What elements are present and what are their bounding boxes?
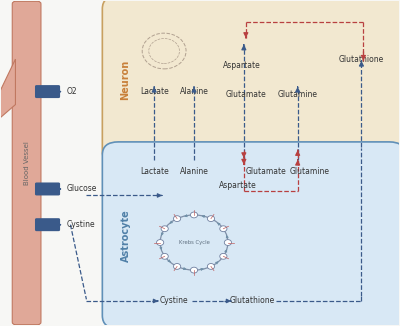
Text: Glutamate: Glutamate bbox=[245, 167, 286, 176]
Circle shape bbox=[190, 212, 198, 218]
Text: Aspartate: Aspartate bbox=[223, 61, 261, 70]
Text: Glucose: Glucose bbox=[67, 185, 97, 193]
Text: Glutathione: Glutathione bbox=[339, 55, 384, 64]
Text: Neuron: Neuron bbox=[120, 60, 130, 100]
Polygon shape bbox=[0, 59, 16, 121]
Text: Cystine: Cystine bbox=[67, 220, 96, 229]
Text: Alanine: Alanine bbox=[180, 167, 208, 176]
Text: Aspartate: Aspartate bbox=[219, 181, 257, 190]
Circle shape bbox=[161, 253, 168, 259]
Text: Glutathione: Glutathione bbox=[229, 296, 274, 305]
Circle shape bbox=[220, 226, 227, 232]
Circle shape bbox=[207, 263, 214, 269]
FancyBboxPatch shape bbox=[35, 183, 60, 196]
Text: Glutamate: Glutamate bbox=[226, 90, 266, 99]
Text: Glutamine: Glutamine bbox=[278, 90, 318, 99]
Text: Krebs Cycle: Krebs Cycle bbox=[178, 240, 210, 245]
Circle shape bbox=[220, 253, 227, 259]
FancyBboxPatch shape bbox=[35, 85, 60, 98]
Text: Blood Vessel: Blood Vessel bbox=[24, 141, 30, 185]
Circle shape bbox=[207, 216, 214, 222]
Text: Lactate: Lactate bbox=[140, 87, 168, 96]
Circle shape bbox=[174, 263, 181, 269]
FancyBboxPatch shape bbox=[102, 0, 400, 165]
FancyBboxPatch shape bbox=[102, 142, 400, 326]
Circle shape bbox=[156, 240, 164, 245]
Text: O2: O2 bbox=[67, 87, 78, 96]
Circle shape bbox=[161, 226, 168, 232]
FancyBboxPatch shape bbox=[12, 1, 41, 325]
Text: Astrocyte: Astrocyte bbox=[120, 209, 130, 261]
Text: Cystine: Cystine bbox=[160, 296, 188, 305]
Text: Glutamine: Glutamine bbox=[290, 167, 330, 176]
Text: Lactate: Lactate bbox=[140, 167, 168, 176]
Circle shape bbox=[224, 240, 232, 245]
Circle shape bbox=[190, 267, 198, 273]
Text: Alanine: Alanine bbox=[180, 87, 208, 96]
FancyBboxPatch shape bbox=[35, 218, 60, 231]
Circle shape bbox=[174, 216, 181, 222]
